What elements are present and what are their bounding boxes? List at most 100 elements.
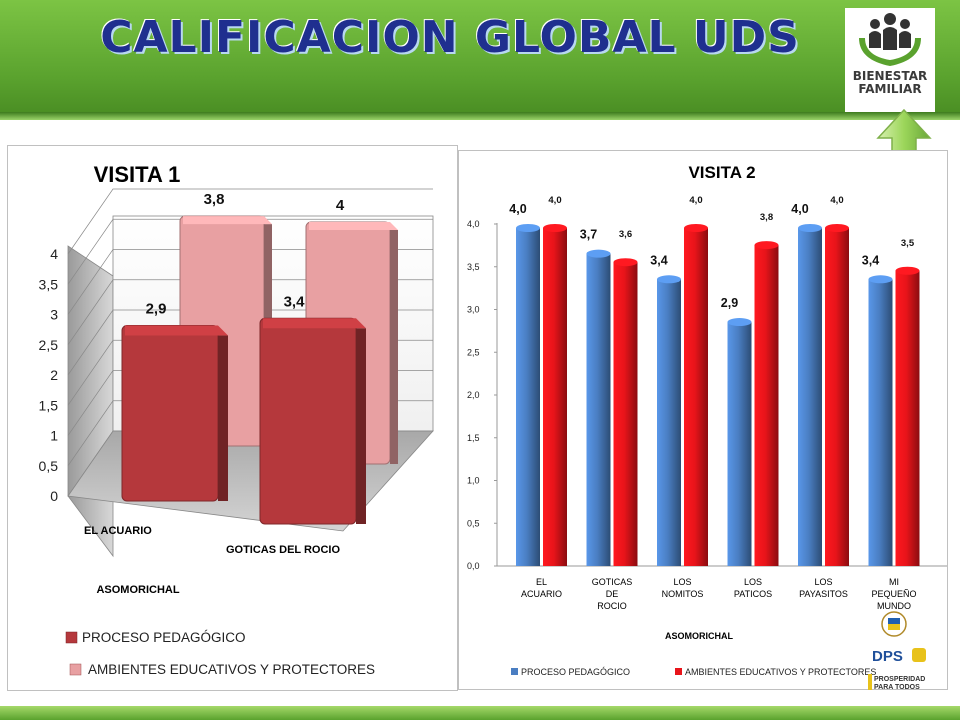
chart1-side-wall xyxy=(67,245,114,558)
page-title: CALIFICACION GLOBAL UDS xyxy=(100,12,800,63)
legend-label: PROCESO PEDAGÓGICO xyxy=(82,630,246,645)
x-tick-label: EL ACUARIO xyxy=(84,525,152,537)
y-tick-label: 2,0 xyxy=(467,390,480,400)
gridline xyxy=(67,188,433,255)
bar-ambientes xyxy=(613,262,638,566)
bar-side xyxy=(218,335,228,501)
bar-side xyxy=(356,328,366,524)
bar-cap xyxy=(754,241,779,250)
chart2-title: VISITA 2 xyxy=(688,163,755,182)
bienestar-familiar-logo: BIENESTAR FAMILIAR xyxy=(845,8,935,112)
bar-proceso xyxy=(798,228,822,566)
bar-ambientes xyxy=(825,228,849,566)
gridline xyxy=(67,218,433,285)
y-tick-label: 0,0 xyxy=(467,561,480,571)
data-label: 4,0 xyxy=(791,202,808,216)
chart-visita-1: VISITA 1 0 0,5 1 1,5 2 2,5 3 3,5 4 3,8 4 2,9 3,4 EL… xyxy=(7,145,458,691)
data-label: 4,0 xyxy=(830,195,843,206)
legend-label: AMBIENTES EDUCATIVOS Y PROTECTORES xyxy=(88,662,375,677)
data-label: 4,0 xyxy=(548,195,561,206)
y-tick-label: 1,0 xyxy=(467,476,480,486)
bar-cap xyxy=(798,224,822,232)
y-tick-label: 0 xyxy=(50,488,58,504)
y-tick-label: 2,5 xyxy=(467,347,480,357)
y-tick-label: 3,5 xyxy=(467,262,480,272)
bar-ambientes xyxy=(684,228,708,566)
y-tick-label: 1 xyxy=(50,428,58,444)
data-label: 2,9 xyxy=(146,301,167,318)
data-label: 3,4 xyxy=(650,253,667,267)
y-tick-label: 2 xyxy=(50,367,58,383)
y-tick-label: 3 xyxy=(50,307,58,323)
header-stripe xyxy=(0,112,960,120)
bar-cap xyxy=(868,275,893,284)
bar-proceso xyxy=(657,279,681,566)
dps-logo: DPS PROSPERIDAD PARA TODOS xyxy=(858,610,930,696)
legend-swatch xyxy=(511,668,518,675)
bar-cap xyxy=(613,258,638,267)
bar-proceso xyxy=(727,322,752,566)
bar-cap xyxy=(684,224,708,232)
footer-band xyxy=(0,706,960,720)
x-tick-label: GOTICAS DEL ROCIO xyxy=(226,544,341,556)
bar-top xyxy=(309,222,398,230)
group-label: ASOMORICHAL xyxy=(96,584,179,596)
y-tick-label: 3,0 xyxy=(467,305,480,315)
bar-cap xyxy=(727,318,752,327)
y-tick-label: 0,5 xyxy=(39,458,59,474)
bar-ambientes xyxy=(754,245,779,566)
data-label: 3,4 xyxy=(284,293,306,310)
logo-text: BIENESTAR FAMILIAR xyxy=(852,69,928,96)
data-label: 3,8 xyxy=(760,212,773,223)
bar-cap xyxy=(586,249,611,258)
x-tick-label: GOTICAS DE ROCIO xyxy=(592,577,633,611)
prosperidad-text: PARA TODOS xyxy=(874,684,920,691)
data-label: 3,7 xyxy=(580,228,597,242)
bar-proceso xyxy=(516,228,540,566)
y-tick-label: 1,5 xyxy=(39,397,59,413)
data-label: 2,9 xyxy=(721,296,738,310)
bar-cap xyxy=(825,224,849,232)
chart1-title: VISITA 1 xyxy=(94,162,181,187)
data-label: 3,6 xyxy=(619,229,632,240)
bar-proceso xyxy=(586,253,611,566)
data-label: 4,0 xyxy=(689,195,702,206)
legend-swatch xyxy=(675,668,682,675)
bar-ambientes xyxy=(895,270,920,566)
x-tick-label: LOS PATICOS xyxy=(734,577,772,599)
data-label: 3,8 xyxy=(204,191,225,208)
bar-proceso xyxy=(868,279,893,566)
prosperidad-text: PROSPERIDAD xyxy=(874,676,925,683)
bar-proceso xyxy=(259,317,357,525)
bar-cap xyxy=(543,224,567,232)
data-label: 4 xyxy=(336,197,345,214)
family-icon xyxy=(859,13,921,66)
bar-top xyxy=(125,325,228,336)
bar-top xyxy=(263,318,366,329)
x-tick-label: MI PEQUEÑO MUNDO xyxy=(871,577,916,611)
bar-ambientes xyxy=(543,228,567,566)
bar-cap xyxy=(516,224,540,232)
dps-text: DPS xyxy=(872,648,903,665)
group-label: ASOMORICHAL xyxy=(665,631,733,641)
legend-swatch xyxy=(65,631,78,644)
header-band xyxy=(0,0,960,112)
x-tick-label: LOS PAYASITOS xyxy=(799,577,848,599)
bar-proceso xyxy=(121,325,219,502)
y-tick-label: 3,5 xyxy=(39,276,59,292)
y-tick-label: 4,0 xyxy=(467,219,480,229)
bar-cap xyxy=(657,275,681,284)
y-tick-label: 1,5 xyxy=(467,433,480,443)
chart-visita-2: VISITA 2 0,0 0,5 1,0 1,5 2,0 2,5 3,0 3,5 4,0 4,0… xyxy=(458,150,948,690)
y-tick-label: 0,5 xyxy=(467,518,480,528)
legend-label: PROCESO PEDAGÓGICO xyxy=(521,667,630,677)
bar-cap xyxy=(895,266,920,275)
y-tick-label: 2,5 xyxy=(39,337,59,353)
data-label: 3,4 xyxy=(862,253,879,267)
legend-swatch xyxy=(69,663,82,676)
data-label: 3,5 xyxy=(901,238,915,249)
legend-label: AMBIENTES EDUCATIVOS Y PROTECTORES xyxy=(685,667,876,677)
x-tick-label: EL ACUARIO xyxy=(521,577,562,599)
bar-top xyxy=(183,216,272,225)
data-label: 4,0 xyxy=(509,202,526,216)
